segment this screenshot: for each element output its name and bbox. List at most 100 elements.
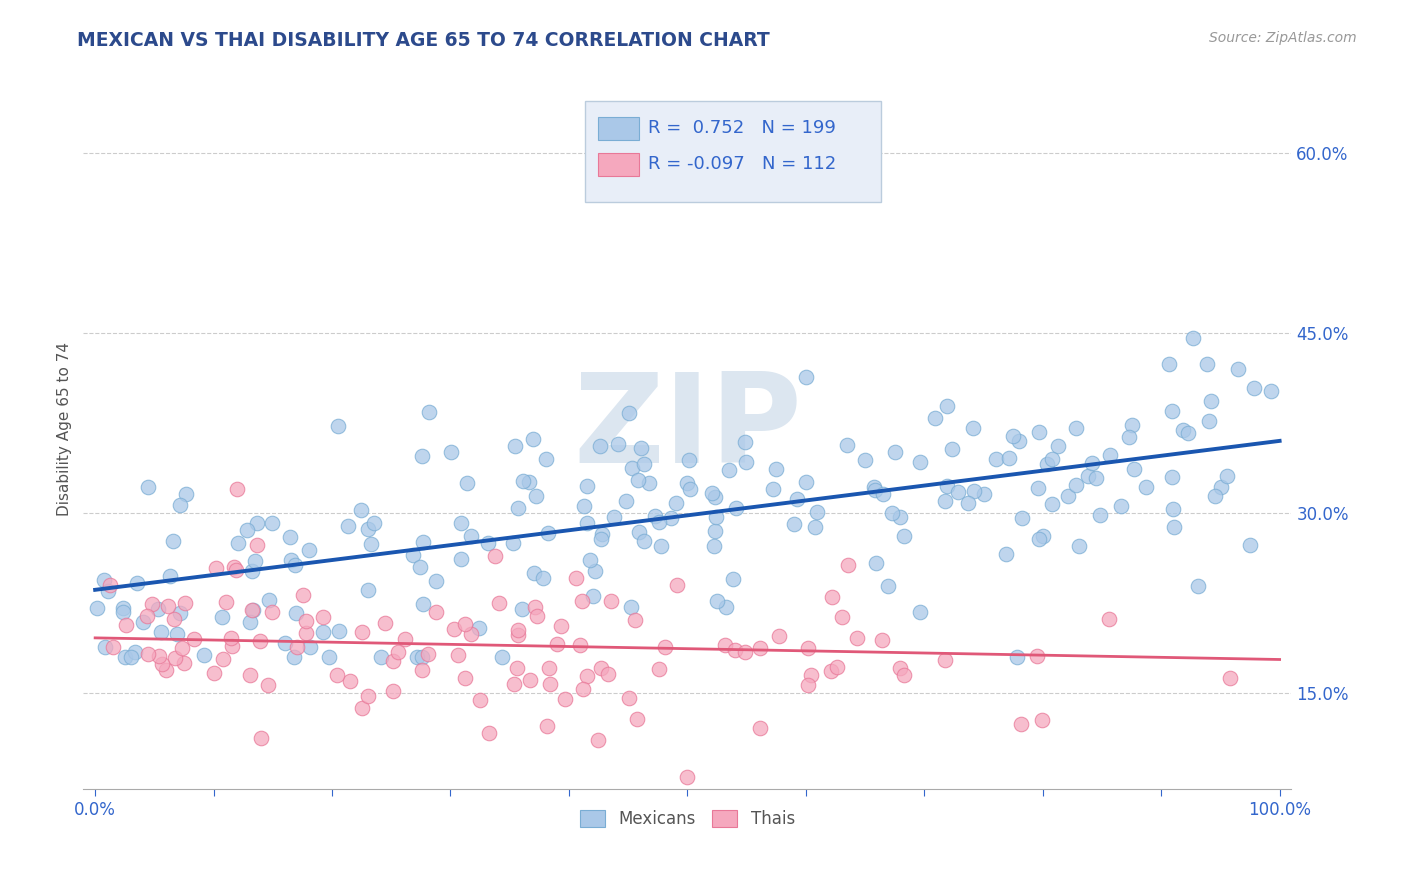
Point <box>357 582 380 597</box>
Point <box>1122 462 1144 476</box>
Point <box>183 632 205 647</box>
Point <box>1040 451 1063 466</box>
Point <box>910 605 932 619</box>
Point <box>503 676 526 690</box>
Point <box>298 543 321 558</box>
Point <box>554 692 576 706</box>
Point <box>136 647 159 661</box>
Point <box>1109 500 1132 514</box>
Point <box>394 632 416 646</box>
Point <box>589 661 612 675</box>
Point <box>1067 539 1090 553</box>
Point <box>350 701 373 715</box>
Point <box>111 601 134 615</box>
Point <box>665 496 688 510</box>
Point <box>450 552 472 566</box>
Point <box>173 596 195 610</box>
Point <box>447 648 470 662</box>
Point <box>786 492 808 507</box>
Point <box>1001 429 1024 443</box>
Point <box>1011 511 1033 525</box>
Point <box>249 633 271 648</box>
Point <box>1157 358 1180 372</box>
Point <box>735 455 758 469</box>
Point <box>586 733 609 747</box>
Point <box>240 602 263 616</box>
Point <box>114 617 136 632</box>
Point <box>411 650 433 665</box>
Point <box>460 529 482 543</box>
Point <box>620 599 643 614</box>
Point <box>257 678 280 692</box>
Point <box>806 505 828 519</box>
Point <box>93 573 115 587</box>
Point <box>796 475 818 490</box>
Point <box>381 654 404 668</box>
Point <box>1199 394 1222 409</box>
Point <box>506 501 529 516</box>
Point <box>135 609 157 624</box>
Point <box>589 533 612 547</box>
FancyBboxPatch shape <box>598 117 640 140</box>
Point <box>1036 458 1059 472</box>
Point <box>524 599 547 614</box>
Point <box>963 483 986 498</box>
Point <box>845 632 868 646</box>
Point <box>1161 469 1184 483</box>
Point <box>443 622 465 636</box>
Point <box>862 480 884 494</box>
Point <box>1088 508 1111 523</box>
Point <box>538 676 561 690</box>
Point <box>416 647 439 661</box>
Point <box>312 609 335 624</box>
Point <box>523 566 546 581</box>
Point <box>749 721 772 735</box>
Point <box>278 530 301 544</box>
Point <box>583 565 606 579</box>
Point <box>624 613 647 627</box>
Point <box>603 509 626 524</box>
Point <box>941 442 963 456</box>
Text: R =  0.752   N = 199: R = 0.752 N = 199 <box>648 119 835 136</box>
Point <box>607 437 630 451</box>
Point <box>440 445 463 459</box>
Point <box>536 718 558 732</box>
Point <box>889 660 911 674</box>
Point <box>676 770 699 784</box>
Point <box>370 650 392 665</box>
Point <box>291 588 314 602</box>
Point <box>450 516 472 531</box>
Point <box>1173 423 1195 437</box>
Point <box>418 405 440 419</box>
Point <box>936 479 959 493</box>
Point <box>546 637 568 651</box>
Point <box>517 475 540 489</box>
Point <box>488 596 510 610</box>
Text: MEXICAN VS THAI DISABILITY AGE 65 TO 74 CORRELATION CHART: MEXICAN VS THAI DISABILITY AGE 65 TO 74 … <box>77 31 770 50</box>
Point <box>170 641 193 656</box>
Point <box>676 476 699 491</box>
Point <box>962 421 984 435</box>
Point <box>468 693 491 707</box>
Point <box>150 657 173 671</box>
Point <box>312 624 335 639</box>
Point <box>382 684 405 698</box>
Point <box>831 610 853 624</box>
Point <box>402 548 425 562</box>
Point <box>1081 457 1104 471</box>
Point <box>800 667 823 681</box>
Y-axis label: Disability Age 65 to 74: Disability Age 65 to 74 <box>58 342 72 516</box>
Point <box>984 451 1007 466</box>
Point <box>1187 579 1209 593</box>
Point <box>825 660 848 674</box>
Point <box>1064 478 1087 492</box>
Point <box>204 666 226 681</box>
Point <box>295 614 318 628</box>
Point <box>94 640 117 654</box>
Point <box>225 562 247 576</box>
Point <box>98 578 121 592</box>
Point <box>998 450 1021 465</box>
Point <box>647 515 669 529</box>
Point <box>166 627 188 641</box>
Point <box>908 455 931 469</box>
